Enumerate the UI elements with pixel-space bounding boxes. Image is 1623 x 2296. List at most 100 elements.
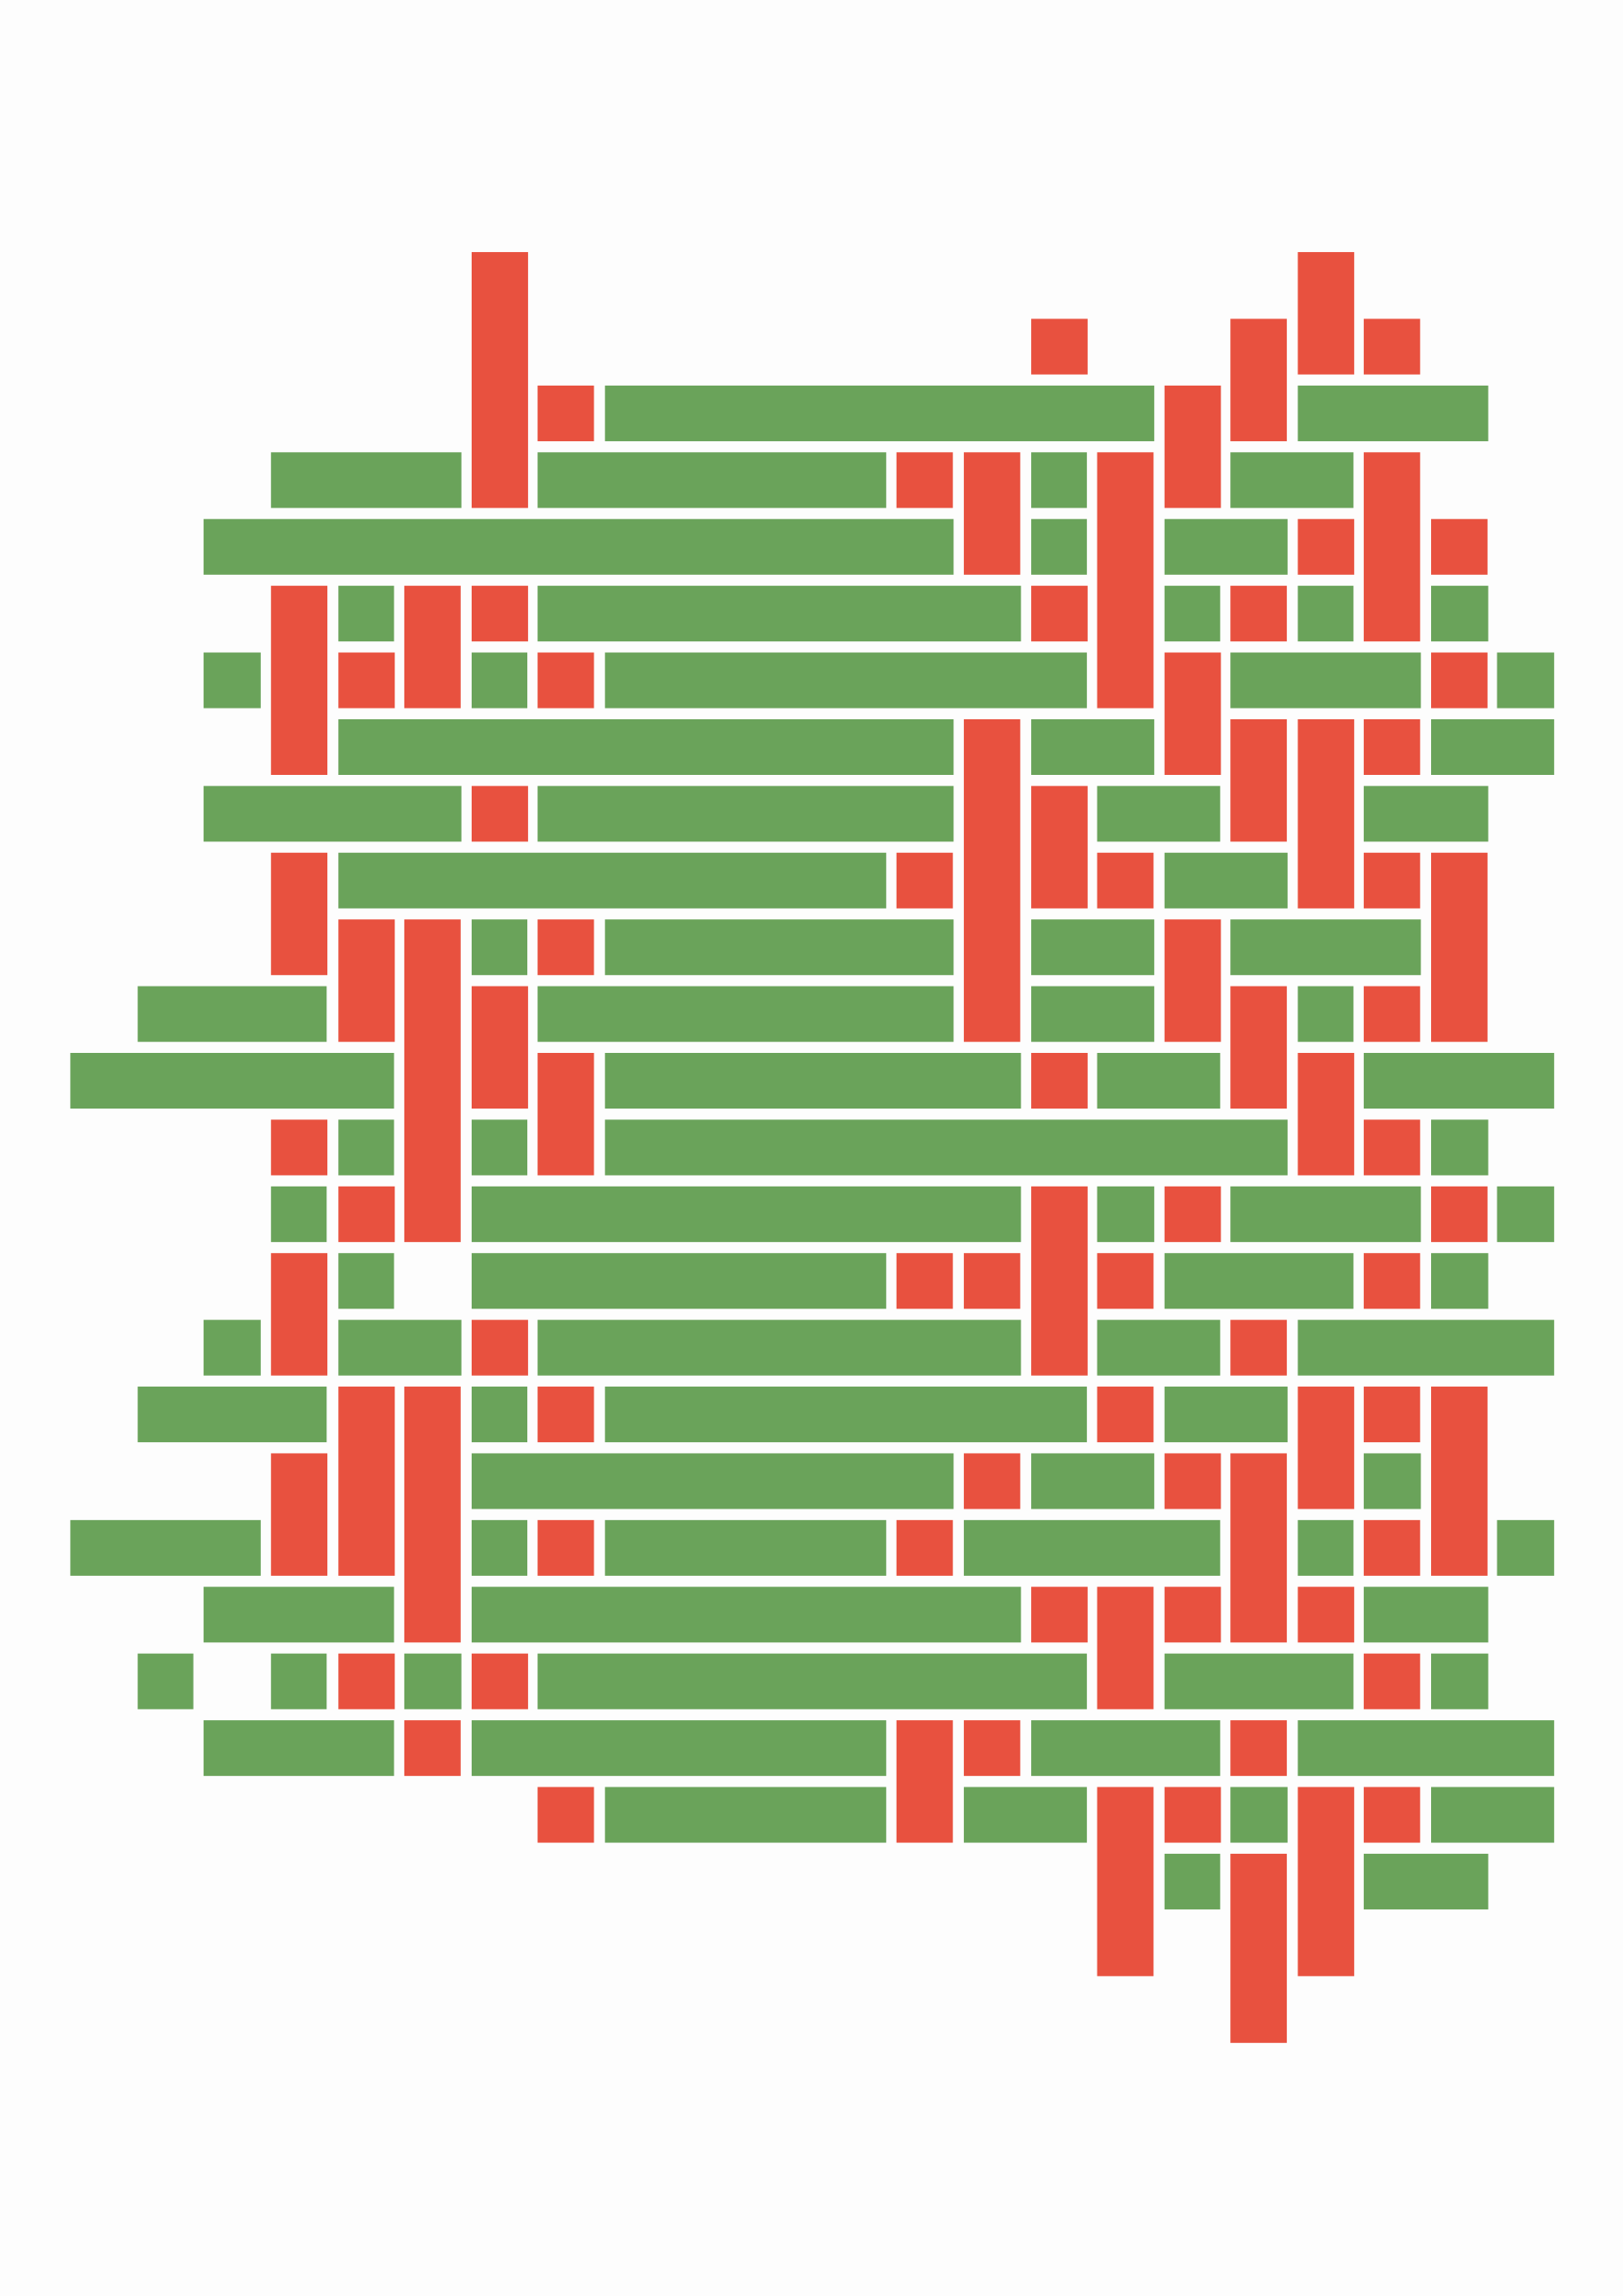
red-bar	[1363, 718, 1420, 776]
red-bar	[1031, 1186, 1088, 1376]
green-bar	[1230, 452, 1354, 509]
green-bar	[537, 452, 887, 509]
green-bar	[1497, 652, 1555, 709]
red-bar	[537, 919, 595, 976]
red-bar	[1031, 586, 1088, 642]
green-bar	[1164, 1387, 1288, 1443]
red-bar	[271, 1453, 328, 1576]
red-bar	[963, 1253, 1020, 1309]
red-bar	[472, 786, 528, 842]
red-bar	[1298, 1587, 1355, 1643]
green-bar	[1031, 1453, 1155, 1509]
red-bar	[338, 652, 395, 709]
green-bar	[1031, 986, 1155, 1042]
green-bar	[137, 1387, 327, 1443]
red-bar	[472, 1653, 528, 1709]
green-bar	[1164, 852, 1288, 909]
red-bar	[1298, 252, 1355, 375]
red-bar	[1363, 1787, 1420, 1843]
green-bar	[472, 1720, 887, 1777]
red-bar	[1363, 1519, 1420, 1576]
red-bar	[537, 1387, 595, 1443]
red-bar	[1230, 986, 1288, 1109]
red-bar	[1097, 452, 1154, 709]
green-bar	[1164, 1253, 1354, 1309]
green-bar	[1031, 718, 1155, 776]
red-bar	[963, 452, 1020, 575]
green-bar	[1431, 1787, 1555, 1843]
red-bar	[1031, 318, 1088, 375]
green-bar	[1363, 1453, 1421, 1509]
green-bar	[537, 986, 954, 1042]
red-bar	[1230, 586, 1288, 642]
green-bar	[604, 1119, 1288, 1176]
green-bar	[338, 852, 887, 909]
red-bar	[1363, 1253, 1420, 1309]
green-bar	[537, 1653, 1088, 1709]
red-bar	[404, 1720, 461, 1777]
red-bar	[1363, 852, 1420, 909]
red-bar	[338, 1387, 395, 1576]
red-bar	[1230, 318, 1288, 441]
green-bar	[1164, 518, 1288, 575]
red-bar	[1164, 385, 1221, 509]
red-bar	[338, 1186, 395, 1242]
green-bar	[1230, 1186, 1421, 1242]
red-bar	[963, 1453, 1020, 1509]
green-bar	[1431, 1253, 1488, 1309]
green-bar	[472, 1519, 528, 1576]
green-bar	[537, 586, 1021, 642]
green-bar	[1497, 1519, 1555, 1576]
red-bar	[896, 1253, 953, 1309]
green-bar	[338, 586, 395, 642]
green-bar	[472, 1453, 954, 1509]
red-bar	[404, 586, 461, 709]
green-bar	[1363, 1052, 1555, 1109]
green-bar	[604, 652, 1088, 709]
green-bar	[1097, 1319, 1220, 1376]
green-bar	[404, 1653, 462, 1709]
red-bar	[1363, 318, 1420, 375]
green-bar	[137, 1653, 194, 1709]
green-bar	[604, 919, 954, 976]
red-bar	[1164, 919, 1221, 1042]
green-bar	[1164, 1653, 1354, 1709]
red-bar	[1298, 1387, 1355, 1509]
red-bar	[963, 718, 1020, 1042]
red-bar	[896, 452, 953, 509]
green-bar	[472, 1387, 528, 1443]
red-bar	[896, 1720, 953, 1843]
green-bar	[604, 1052, 1021, 1109]
red-bar	[1097, 1387, 1154, 1443]
red-bar	[1031, 1587, 1088, 1643]
green-bar	[1097, 1186, 1155, 1242]
red-bar	[1298, 718, 1355, 909]
red-bar	[1431, 1387, 1488, 1576]
red-bar	[963, 1720, 1020, 1777]
red-bar	[1164, 1186, 1221, 1242]
green-bar	[604, 385, 1155, 441]
green-bar	[70, 1519, 261, 1576]
red-bar	[1230, 1853, 1288, 2043]
green-bar	[271, 1653, 327, 1709]
red-bar	[1431, 518, 1488, 575]
green-bar	[1431, 718, 1555, 776]
red-bar	[472, 1319, 528, 1376]
green-bar	[472, 652, 528, 709]
red-bar	[537, 385, 595, 441]
green-bar	[472, 1587, 1021, 1643]
green-bar	[472, 919, 528, 976]
green-bar	[1298, 1519, 1354, 1576]
red-bar	[1031, 1052, 1088, 1109]
green-bar	[472, 1119, 528, 1176]
green-bar	[1363, 786, 1488, 842]
green-bar	[604, 1387, 1088, 1443]
red-bar	[1363, 1119, 1420, 1176]
red-bar	[537, 1787, 595, 1843]
red-bar	[271, 1253, 328, 1376]
green-bar	[70, 1052, 395, 1109]
red-bar	[1164, 1453, 1221, 1509]
green-bar	[472, 1253, 887, 1309]
